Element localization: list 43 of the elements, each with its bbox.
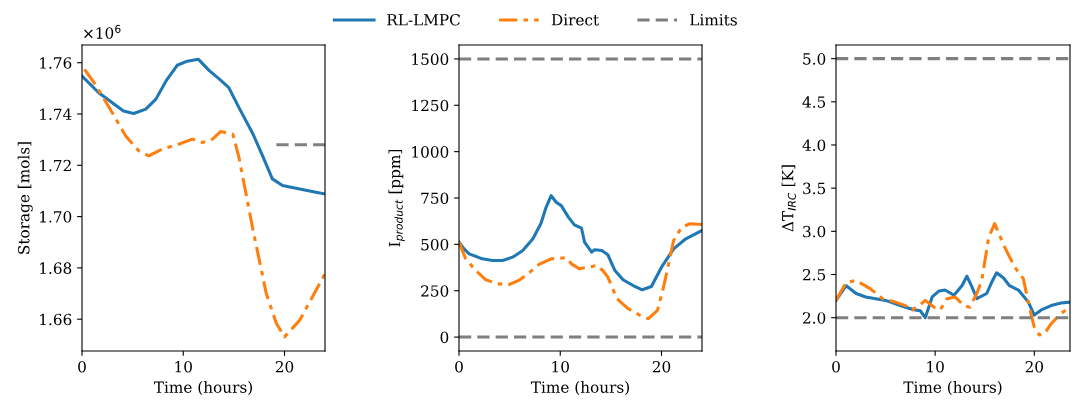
legend-label: Limits — [690, 14, 737, 26]
y-tick-label: 1250 — [412, 99, 449, 112]
legend-label: RL-LMPC — [387, 14, 460, 26]
y-tick-label: 2.0 — [803, 312, 826, 324]
y-tick-label: 1.68 — [40, 262, 72, 274]
line-series — [459, 194, 702, 292]
x-tick-label: 10 — [552, 360, 569, 373]
y-axis-title: I$_{product}$ [ppm] — [388, 149, 405, 247]
x-tick-label: 20 — [275, 360, 294, 373]
text: ×10$^{6}$ — [84, 24, 121, 39]
line-series — [459, 222, 702, 321]
line-series — [82, 57, 325, 196]
y-axis-title: ΔT$_{IRC}$ [K] — [781, 165, 796, 232]
x-axis-title: Time (hours) — [903, 381, 1002, 396]
y-tick-label: 2.5 — [803, 268, 826, 281]
x-axis-title: Time (hours) — [153, 381, 252, 396]
x-axis-title: Time (hours) — [530, 381, 629, 396]
x-tick-label: 10 — [175, 360, 192, 373]
y-tick-label: 500 — [421, 238, 449, 251]
y-tick-label: 1.72 — [40, 159, 71, 172]
y-tick-label: 4.0 — [802, 139, 826, 152]
y-tick-label: 750 — [421, 192, 449, 205]
y-axis-title: Storage [mols] — [17, 142, 33, 254]
y-tick-label: 5.0 — [803, 53, 826, 65]
y-tick-label: 3.5 — [803, 182, 826, 195]
x-tick-label: 0 — [832, 360, 840, 373]
y-tick-label: 1.70 — [40, 211, 72, 223]
x-tick-label: 20 — [1025, 360, 1044, 373]
x-tick-label: 10 — [927, 360, 944, 373]
line-series — [83, 67, 325, 339]
legend-label: Direct — [551, 14, 600, 26]
y-tick-label: 0 — [440, 331, 449, 344]
y-tick-label: 1.66 — [40, 313, 72, 326]
x-tick-label: 0 — [455, 360, 463, 373]
x-tick-label: 0 — [78, 360, 86, 373]
y-tick-label: 1500 — [412, 53, 449, 65]
y-tick-label: 1.76 — [40, 57, 72, 69]
y-tick-label: 250 — [421, 285, 449, 297]
y-tick-label: 4.5 — [802, 96, 826, 108]
y-tick-label: 1000 — [412, 146, 449, 158]
y-tick-label: 1.74 — [40, 108, 72, 121]
y-tick-label: 3.0 — [803, 225, 826, 238]
x-tick-label: 20 — [652, 360, 671, 373]
